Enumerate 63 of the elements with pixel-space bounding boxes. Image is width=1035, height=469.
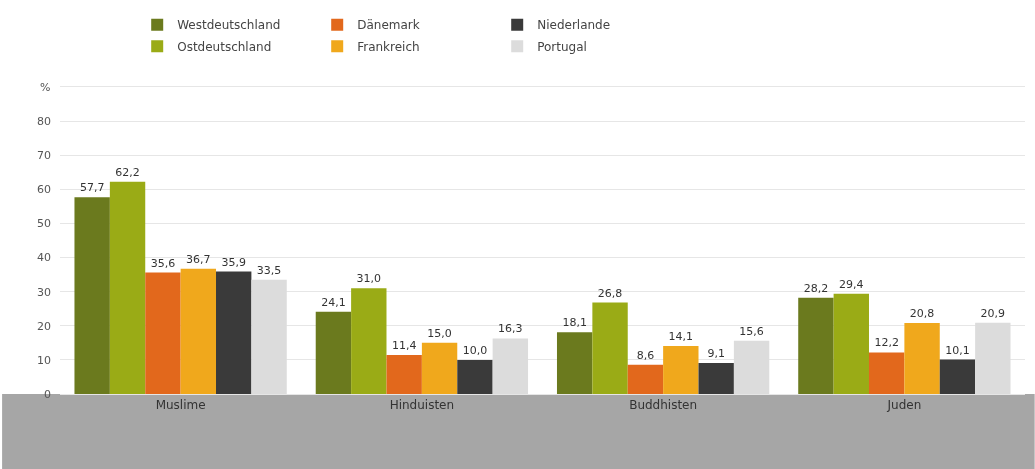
data-label: 31,0 bbox=[356, 272, 382, 286]
data-label: 15,0 bbox=[427, 326, 452, 340]
data-label: 9,1 bbox=[707, 346, 725, 360]
bar bbox=[868, 352, 905, 394]
bar bbox=[698, 362, 734, 394]
data-label: 28,2 bbox=[803, 281, 829, 295]
bar bbox=[457, 359, 493, 394]
data-label: 10,1 bbox=[945, 343, 970, 357]
bar bbox=[627, 364, 664, 394]
data-label: 10,0 bbox=[462, 343, 488, 357]
bar bbox=[798, 297, 834, 394]
bar bbox=[315, 311, 352, 394]
data-label: 62,2 bbox=[115, 165, 140, 179]
data-label: 35,6 bbox=[150, 256, 176, 270]
y-axis-title: % bbox=[40, 81, 51, 94]
data-label: 35,9 bbox=[221, 255, 246, 269]
x-tick-label: Hinduisten bbox=[389, 398, 455, 413]
y-tick-label: 80 bbox=[37, 114, 51, 128]
y-tick-label: 40 bbox=[37, 251, 51, 265]
bar bbox=[939, 359, 976, 394]
data-label: 36,7 bbox=[186, 252, 211, 266]
y-tick-label: 20 bbox=[37, 319, 51, 333]
data-label: 33,5 bbox=[256, 263, 282, 277]
bar bbox=[180, 268, 217, 394]
bar bbox=[592, 302, 628, 394]
data-label: 15,6 bbox=[739, 324, 764, 338]
legend-label: Frankreich bbox=[357, 39, 420, 54]
data-label: 18,1 bbox=[562, 316, 587, 330]
bar bbox=[386, 355, 422, 394]
x-tick-label: Buddhisten bbox=[629, 398, 698, 413]
y-tick-label: 70 bbox=[37, 149, 51, 163]
data-label: 26,8 bbox=[597, 286, 623, 300]
bar bbox=[351, 288, 387, 394]
legend-label: Ostdeutschland bbox=[177, 39, 272, 54]
bar bbox=[74, 197, 110, 394]
x-tick-label: Juden bbox=[886, 398, 922, 413]
x-tick-label: Muslime bbox=[155, 398, 206, 413]
bar bbox=[904, 323, 940, 394]
data-label: 29,4 bbox=[839, 277, 864, 291]
bar bbox=[145, 272, 181, 394]
bar bbox=[556, 332, 593, 394]
data-label: 11,4 bbox=[391, 339, 417, 353]
bar bbox=[216, 271, 252, 394]
data-label: 14,1 bbox=[668, 329, 694, 343]
data-label: 16,3 bbox=[498, 322, 523, 336]
bar bbox=[833, 293, 869, 394]
y-tick-label: 60 bbox=[37, 183, 51, 197]
y-tick-label: 30 bbox=[37, 285, 51, 299]
data-label: 57,7 bbox=[79, 181, 105, 195]
data-label: 20,9 bbox=[980, 306, 1006, 320]
y-tick-label: 50 bbox=[37, 217, 51, 231]
data-label: 8,6 bbox=[636, 348, 655, 362]
data-label: 12,2 bbox=[874, 336, 899, 350]
data-label: 24,1 bbox=[321, 295, 346, 309]
legend-label: Westdeutschland bbox=[177, 18, 281, 33]
bar bbox=[663, 345, 699, 394]
bar bbox=[109, 181, 146, 394]
legend-label: Portugal bbox=[537, 39, 587, 54]
data-label: 20,8 bbox=[909, 307, 935, 321]
legend-label: Niederlande bbox=[537, 18, 611, 33]
legend-label: Dänemark bbox=[357, 18, 420, 33]
y-tick-label: 10 bbox=[37, 353, 51, 367]
bar bbox=[421, 342, 458, 394]
